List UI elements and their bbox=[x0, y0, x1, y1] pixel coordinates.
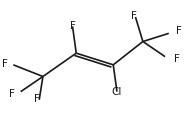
Text: F: F bbox=[70, 21, 75, 31]
Text: F: F bbox=[174, 54, 180, 64]
Text: F: F bbox=[131, 11, 136, 21]
Text: Cl: Cl bbox=[112, 87, 122, 97]
Text: F: F bbox=[176, 26, 182, 36]
Text: F: F bbox=[2, 59, 8, 69]
Text: F: F bbox=[9, 89, 15, 99]
Text: F: F bbox=[34, 95, 40, 104]
